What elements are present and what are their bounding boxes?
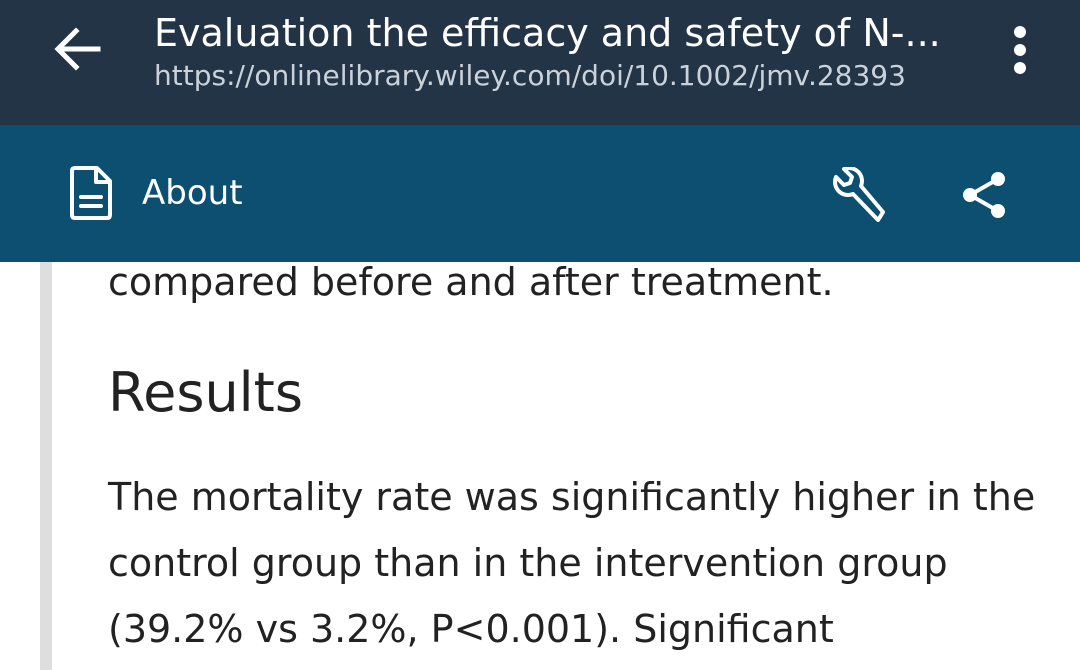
page-title: Evaluation the efficacy and safety of N-… — [154, 11, 941, 55]
arrow-left-icon — [54, 27, 101, 71]
wrench-icon — [833, 167, 885, 222]
back-button[interactable] — [46, 20, 110, 78]
previous-text-line: compared before and after treatment. — [108, 262, 834, 304]
section-heading: Results — [108, 361, 303, 424]
results-paragraph: The mortality rate was significantly hig… — [108, 475, 1036, 651]
content-left-rule — [40, 262, 52, 670]
about-button[interactable]: About — [66, 161, 243, 225]
document-icon — [70, 166, 112, 220]
more-options-button[interactable] — [996, 20, 1044, 80]
article-content: compared before and after treatment. Res… — [0, 262, 1080, 670]
share-button[interactable] — [952, 163, 1016, 227]
tools-button[interactable] — [826, 163, 890, 227]
more-vertical-icon — [1014, 26, 1026, 74]
browser-top-bar: Evaluation the efficacy and safety of N-… — [0, 0, 1080, 125]
share-icon — [963, 172, 1005, 218]
about-label: About — [142, 173, 243, 213]
article-toolbar: About — [0, 125, 1080, 262]
page-url: https://onlinelibrary.wiley.com/doi/10.1… — [154, 59, 906, 92]
